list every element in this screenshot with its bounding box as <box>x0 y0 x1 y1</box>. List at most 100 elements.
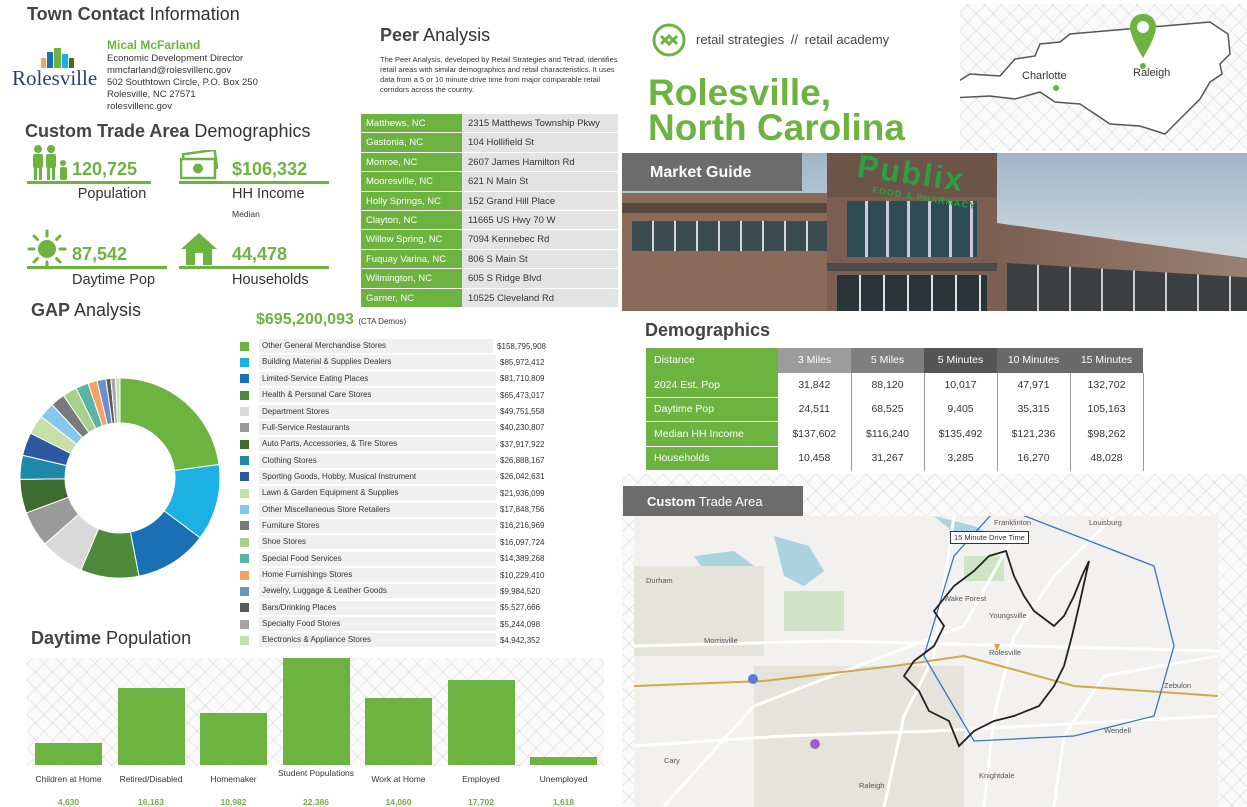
peer-address: 7094 Kennebec Rd <box>462 230 618 250</box>
contact-section-title: Town Contact Information <box>27 4 240 24</box>
drive-time-label: 15 Minute Drive Time <box>950 531 1029 544</box>
map-place-label: Youngsville <box>989 611 1027 620</box>
gap-total: $695,200,093 (CTA Demos) <box>256 311 406 329</box>
gap-category-name: Lawn & Garden Equipment & Supplies <box>259 486 496 501</box>
gap-category-name: Health & Personal Care Stores <box>259 388 496 403</box>
gap-category-name: Limited-Service Eating Places <box>259 371 496 386</box>
market-guide-label: Market Guide <box>650 164 752 181</box>
brand-names: retail strategies // retail academy <box>696 32 890 47</box>
peer-city: Gastonia, NC <box>361 133 462 153</box>
demographics-header-cell: 3 Miles <box>778 348 851 373</box>
contact-card: Mical McFarland Economic Development Dir… <box>107 38 258 113</box>
gap-category-name: Clothing Stores <box>259 453 496 468</box>
gap-category-value: $4,942,352 <box>500 635 541 645</box>
peer-analysis-title: Peer Analysis <box>380 25 491 45</box>
contact-website-link[interactable]: rolesvillenc.gov <box>107 101 172 112</box>
demographics-cell: $137,602 <box>778 421 852 446</box>
peer-address: 621 N Main St <box>462 172 618 192</box>
gap-category-name: Other Miscellaneous Store Retailers <box>259 502 496 517</box>
demographics-header-cell: 15 Minutes <box>1070 348 1143 373</box>
daytime-value-label: 14,060 <box>385 797 412 807</box>
daytime-pop-underline <box>27 266 167 269</box>
map-place-label: Louisburg <box>1089 518 1122 527</box>
peer-row: Mooresville, NC 621 N Main St <box>361 172 618 192</box>
daytime-category-label: Work at Home <box>371 774 426 784</box>
map-place-label: Morrisville <box>704 636 738 645</box>
gap-donut-chart <box>19 377 221 579</box>
gap-category-value: $37,917,922 <box>500 439 545 449</box>
gap-donut-slice <box>119 377 220 472</box>
peer-city: Willow Spring, NC <box>361 230 462 250</box>
demographics-cell: 24,511 <box>778 397 852 422</box>
gap-category-value: $85,972,412 <box>500 357 545 367</box>
map-place-label: Durham <box>646 576 673 585</box>
gap-category-value: $26,042,631 <box>500 472 545 482</box>
demographics-table: Distance 3 Miles 5 Miles 5 Minutes 10 Minute… <box>646 348 1144 471</box>
gap-legend-swatch <box>240 570 249 580</box>
market-guide-photo: Publix FOOD & PHARMACY Market Guide <box>622 153 1247 311</box>
demographics-cell: $121,236 <box>997 421 1071 446</box>
peer-row: Willow Spring, NC 7094 Kennebec Rd <box>361 230 618 250</box>
gap-row: Furniture Stores $16,216,969 <box>240 518 546 534</box>
population-underline <box>27 181 151 184</box>
gap-category-value: $21,936,099 <box>500 488 545 498</box>
peer-city: Clayton, NC <box>361 210 462 231</box>
gap-legend-swatch <box>240 505 249 515</box>
gap-row: Shoe Stores $16,097,724 <box>240 534 546 550</box>
demographics-row-label: Households <box>646 446 778 471</box>
map-place-label: Wendell <box>1104 726 1131 735</box>
demographics-cell: 31,842 <box>778 372 852 397</box>
gap-row: Department Stores $49,751,558 <box>240 403 546 419</box>
daytime-value-label: 4,630 <box>57 797 80 807</box>
gap-legend-swatch <box>240 521 249 531</box>
demographics-cell: 88,120 <box>851 372 925 397</box>
contact-address-line2: Rolesville, NC 27571 <box>107 89 196 100</box>
demographics-row-label: 2024 Est. Pop <box>646 372 778 398</box>
gap-legend-swatch <box>240 537 249 547</box>
gap-category-name: Bars/Drinking Places <box>259 600 496 615</box>
peer-city: Matthews, NC <box>361 114 462 134</box>
population-value: 120,725 <box>72 159 138 179</box>
gap-analysis-title: GAP Analysis <box>31 300 142 320</box>
demographics-title: Demographics <box>645 320 771 340</box>
gap-category-value: $16,097,724 <box>500 537 545 547</box>
households-value: 44,478 <box>232 244 288 264</box>
gap-category-value: $158,795,908 <box>497 341 546 351</box>
gap-category-value: $5,527,666 <box>500 603 541 613</box>
gap-category-value: $49,751,558 <box>500 407 545 417</box>
daytime-pop-value: 87,542 <box>72 244 128 264</box>
peer-city: Fuquay Varina, NC <box>361 249 462 270</box>
gap-legend-swatch <box>240 635 249 645</box>
demographics-row: Daytime Pop 24,511 68,525 9,405 35,315 105,16… <box>646 397 1144 422</box>
daytime-bar <box>365 698 432 765</box>
daytime-bar <box>282 658 350 765</box>
house-icon <box>181 233 217 265</box>
gap-category-value: $26,888,167 <box>500 456 545 466</box>
peer-row: Matthews, NC 2315 Matthews Township Pkwy <box>361 114 618 134</box>
gap-category-name: Furniture Stores <box>259 518 496 533</box>
peer-row: Monroe, NC 2607 James Hamilton Rd <box>361 152 618 173</box>
rolesville-logo: Rolesville <box>12 48 102 112</box>
daytime-bar <box>200 713 267 765</box>
gap-category-value: $40,230,807 <box>500 423 545 433</box>
demographics-cell: 35,315 <box>997 397 1071 422</box>
gap-category-name: Full-Service Restaurants <box>259 420 496 435</box>
contact-role: Economic Development Director <box>107 53 244 64</box>
gap-category-name: Special Food Services <box>259 551 496 566</box>
demographics-cell: 47,971 <box>997 372 1071 397</box>
population-label: Population <box>77 186 147 202</box>
gap-category-value: $65,473,017 <box>500 390 545 400</box>
gap-row: Jewelry, Luggage & Leather Goods $9,984,5… <box>240 583 546 599</box>
gap-category-value: $9,984,520 <box>500 586 541 596</box>
peer-description: The Peer Analysis, developed by Retail S… <box>380 55 618 94</box>
map-pin-icon <box>1130 14 1156 58</box>
demographics-cell: 31,267 <box>851 446 925 471</box>
peer-table: Matthews, NC 2315 Matthews Township Pkwy G… <box>361 114 618 308</box>
daytime-value-label: 17,702 <box>468 797 494 807</box>
daytime-category-label: Children at Home <box>35 774 102 784</box>
trade-area-label: Custom Trade Area <box>647 494 763 509</box>
peer-city: Wilmington, NC <box>361 269 462 289</box>
contact-email[interactable]: mmcfarland@rolesvillenc.gov <box>107 65 232 76</box>
map-place-label: Franklinton <box>994 518 1032 527</box>
trade-area-map: 15 Minute Drive Time Durham Raleigh Wake F… <box>634 516 1218 807</box>
